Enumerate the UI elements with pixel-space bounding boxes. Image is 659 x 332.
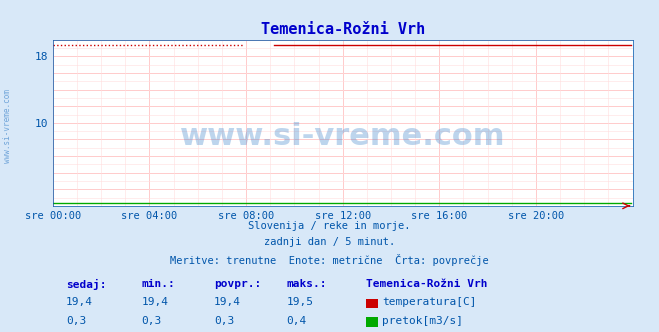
Text: 19,5: 19,5: [287, 297, 314, 307]
Text: pretok[m3/s]: pretok[m3/s]: [382, 316, 463, 326]
Text: Temenica-Rožni Vrh: Temenica-Rožni Vrh: [366, 279, 487, 289]
Text: 19,4: 19,4: [66, 297, 93, 307]
Text: maks.:: maks.:: [287, 279, 327, 289]
Text: 0,3: 0,3: [142, 316, 162, 326]
Text: sedaj:: sedaj:: [66, 279, 106, 290]
Text: 0,3: 0,3: [66, 316, 86, 326]
Text: 19,4: 19,4: [142, 297, 169, 307]
Text: 0,3: 0,3: [214, 316, 235, 326]
Text: Meritve: trenutne  Enote: metrične  Črta: povprečje: Meritve: trenutne Enote: metrične Črta: …: [170, 254, 489, 266]
Text: 19,4: 19,4: [214, 297, 241, 307]
Text: www.si-vreme.com: www.si-vreme.com: [180, 122, 505, 151]
Text: min.:: min.:: [142, 279, 175, 289]
Text: temperatura[C]: temperatura[C]: [382, 297, 476, 307]
Text: zadnji dan / 5 minut.: zadnji dan / 5 minut.: [264, 237, 395, 247]
Text: 0,4: 0,4: [287, 316, 307, 326]
Title: Temenica-Rožni Vrh: Temenica-Rožni Vrh: [260, 22, 425, 37]
Text: Slovenija / reke in morje.: Slovenija / reke in morje.: [248, 221, 411, 231]
Text: www.si-vreme.com: www.si-vreme.com: [3, 89, 13, 163]
Text: povpr.:: povpr.:: [214, 279, 262, 289]
